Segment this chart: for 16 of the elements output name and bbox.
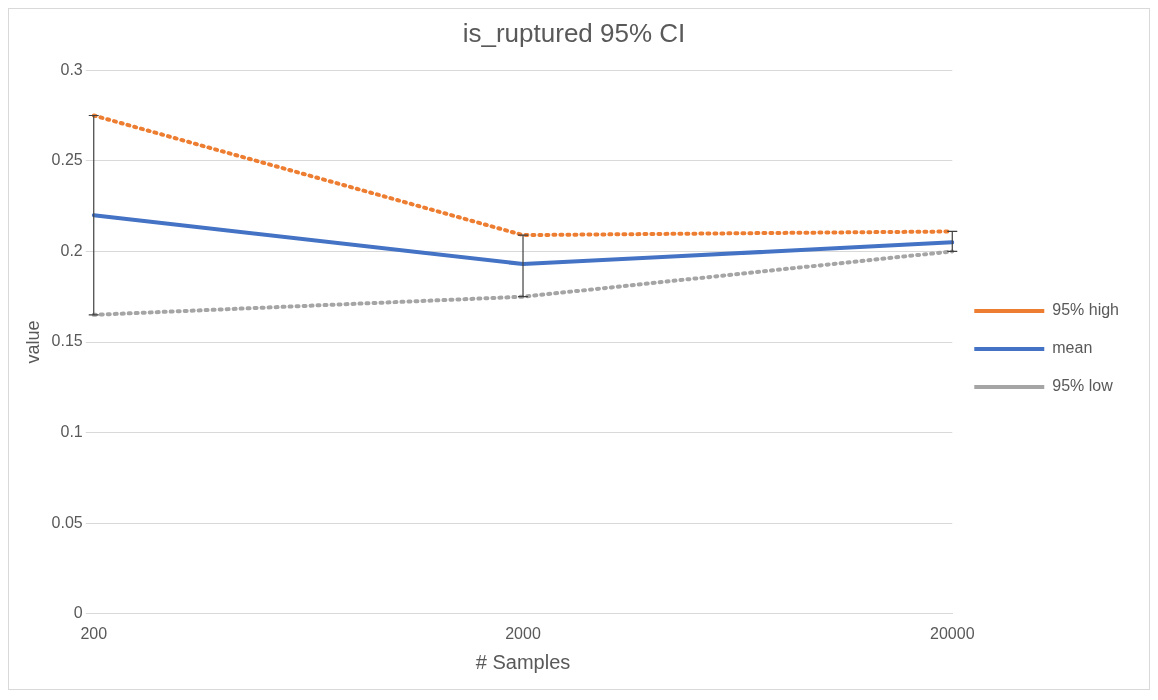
x-tick-label: 20000 xyxy=(930,624,975,642)
y-tick-label: 0.3 xyxy=(60,60,83,78)
y-tick-label: 0.1 xyxy=(60,423,83,441)
chart-title: is_ruptured 95% CI xyxy=(462,17,686,48)
x-tick-label: 200 xyxy=(80,624,108,642)
y-tick-label: 0.25 xyxy=(51,151,83,169)
y-axis-title: value xyxy=(22,320,43,364)
legend-label: 95% low xyxy=(1052,377,1114,395)
legend-label: 95% high xyxy=(1052,301,1119,319)
legend-label: mean xyxy=(1052,339,1093,357)
y-tick-label: 0.05 xyxy=(51,513,83,531)
y-tick-label: 0.15 xyxy=(51,332,83,350)
x-tick-label: 2000 xyxy=(505,624,541,642)
y-tick-label: 0 xyxy=(73,604,83,622)
x-axis-title: # Samples xyxy=(475,650,571,673)
y-tick-label: 0.2 xyxy=(60,241,83,259)
